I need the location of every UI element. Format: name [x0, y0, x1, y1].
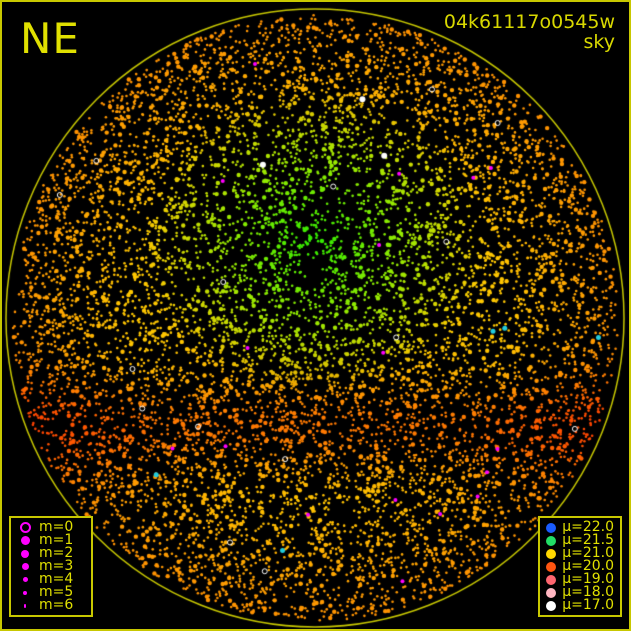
legend-row: m=6	[17, 597, 85, 613]
filled-circle-icon	[23, 590, 27, 595]
legend-label: μ=21.5	[562, 532, 614, 548]
filled-circle-icon	[20, 536, 30, 545]
color-swatch-icon	[546, 535, 557, 546]
legend-row: μ=21.0	[546, 545, 614, 561]
legend-label: m=6	[39, 597, 74, 613]
legend-label: m=1	[39, 532, 74, 548]
filled-circle-icon	[21, 549, 29, 558]
legend-label: m=5	[39, 584, 74, 600]
legend-label: μ=20.0	[562, 558, 614, 574]
legend-row: m=5	[17, 584, 85, 600]
legend-label: m=2	[39, 545, 74, 561]
legend-row: μ=17.0	[546, 597, 614, 613]
legend-row: m=2	[17, 545, 85, 561]
legend-row: m=1	[17, 532, 85, 548]
legend-row: m=3	[17, 558, 85, 574]
legend-label: m=3	[39, 558, 74, 574]
legend-label: μ=22.0	[562, 519, 614, 535]
surface-brightness-legend: μ=22.0 μ=21.5 μ=21.0 μ=20.0 μ=19.0 μ=18.0 μ=17…	[538, 516, 622, 617]
legend-label: m=0	[39, 519, 74, 535]
color-swatch-icon	[546, 522, 557, 533]
color-swatch-icon	[546, 587, 557, 598]
filled-circle-icon	[21, 563, 29, 570]
legend-row: μ=20.0	[546, 558, 614, 574]
image-subtitle: sky	[583, 31, 615, 53]
image-id: 04k61117o0545w	[443, 11, 615, 33]
legend-row: μ=21.5	[546, 532, 614, 548]
legend-row: μ=22.0	[546, 519, 614, 535]
hollow-circle-icon	[19, 522, 31, 533]
legend-label: μ=19.0	[562, 571, 614, 587]
color-swatch-icon	[546, 574, 557, 585]
color-swatch-icon	[546, 561, 557, 572]
color-swatch-icon	[546, 548, 557, 559]
legend-row: μ=18.0	[546, 584, 614, 600]
legend-label: μ=17.0	[562, 597, 614, 613]
legend-label: μ=21.0	[562, 545, 614, 561]
filled-circle-icon	[22, 577, 28, 582]
legend-label: m=4	[39, 571, 74, 587]
legend-row: m=0	[17, 519, 85, 535]
image-title: 04k61117o0545w sky	[444, 12, 615, 52]
magnitude-legend: m=0 m=1 m=2 m=3 m=4 m=5 m=6	[9, 516, 93, 617]
filled-circle-icon	[24, 603, 26, 608]
legend-label: μ=18.0	[562, 584, 614, 600]
legend-row: μ=19.0	[546, 571, 614, 587]
legend-row: m=4	[17, 571, 85, 587]
color-swatch-icon	[546, 600, 557, 611]
direction-label: NE	[20, 14, 80, 63]
